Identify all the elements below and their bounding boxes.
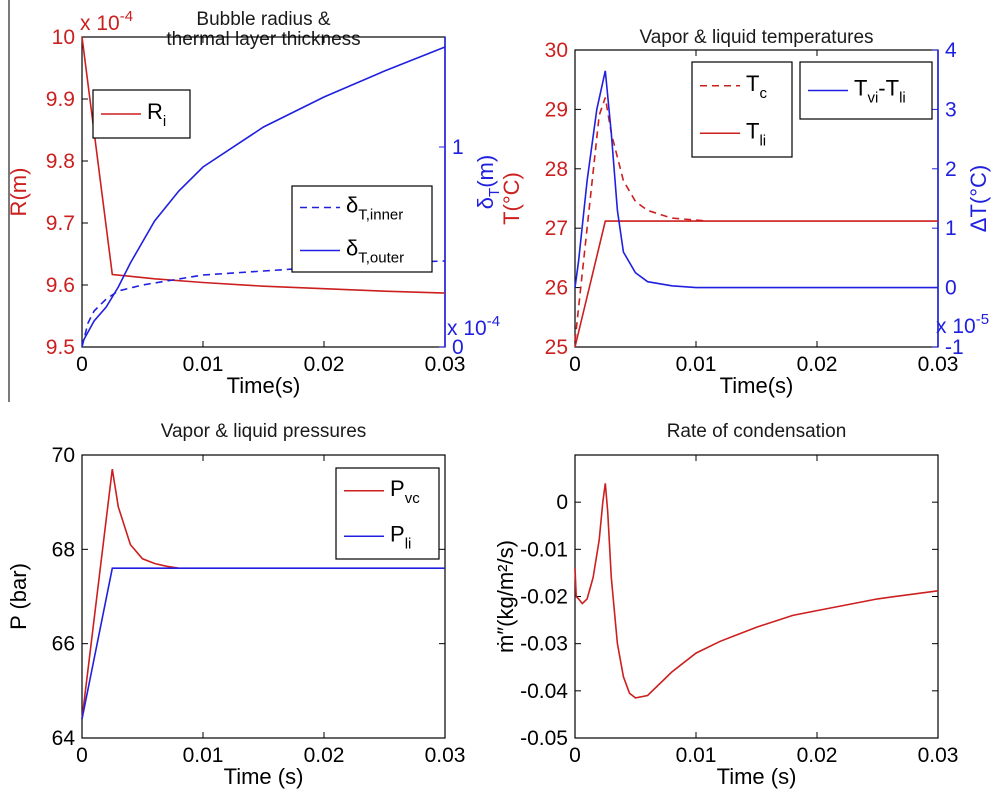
y-tick-label: 26 [545, 277, 568, 300]
legend-label: Pli [390, 521, 411, 552]
y-tick-label-right: 0 [452, 336, 464, 359]
y-tick-label-right: -1 [945, 336, 964, 359]
y-tick-label: 9.5 [46, 336, 75, 359]
x-tick-label: 0 [76, 744, 88, 767]
chart-title: Vapor & liquid pressures [161, 421, 367, 442]
y-tick-label-right: 1 [452, 136, 464, 159]
x-tick-label: 0.02 [797, 353, 838, 376]
x-tick-label: 0.01 [183, 353, 224, 376]
y-tick-label: 64 [52, 727, 76, 750]
y-tick-label: 70 [52, 444, 75, 467]
chart-title: thermal layer thickness [166, 29, 360, 50]
series-line-r-i [81, 36, 446, 294]
y-axis-label-left: P (bar) [6, 563, 31, 630]
chart-title: Bubble radius & [196, 9, 330, 30]
series-line-t-c [574, 97, 709, 342]
y-axis-label-left: ṁ″(kg/m²/s) [493, 540, 518, 653]
x-tick-label: 0.01 [676, 353, 717, 376]
y-tick-label: 9.7 [46, 212, 75, 235]
series-line-p-li [81, 567, 445, 720]
y-tick-label: 30 [545, 39, 568, 62]
y-tick-label: -0.04 [520, 680, 568, 703]
series-line--t-inner [81, 260, 446, 348]
x-axis-label: Time(s) [720, 373, 794, 398]
legend-box [291, 185, 433, 273]
x-axis-label: Time(s) [227, 373, 301, 398]
legend-label: Ri [147, 99, 166, 130]
y-tick-label-right: 4 [945, 39, 957, 62]
y-tick-label-right: 1 [945, 217, 957, 240]
legend: Pvc Pli [335, 467, 440, 560]
series-line--t-outer [81, 46, 446, 344]
legend-box [691, 61, 793, 158]
legend-label: δT,inner [346, 193, 403, 224]
legend-label: δT,outer [346, 236, 404, 267]
y-tick-label: 68 [52, 538, 75, 561]
series-line-t-vi-t-li [574, 70, 938, 289]
plot-frame [574, 454, 939, 739]
right-multiplier: x 10-5 [936, 311, 989, 338]
y-tick-label: -0.03 [520, 633, 568, 656]
x-axis-label: Time (s) [224, 764, 304, 789]
legend: Tc Tli [691, 61, 793, 158]
x-tick-label: 0.02 [304, 744, 345, 767]
x-tick-label: 0.03 [918, 744, 959, 767]
left-multiplier: x 10-4 [80, 8, 133, 35]
x-tick-label: 0 [569, 353, 581, 376]
x-tick-label: 0 [76, 353, 88, 376]
x-tick-label: 0.03 [425, 353, 466, 376]
subplot-p3: Vapor & liquid pressures 0 0.01 0.02 0.03 Tim… [6, 421, 465, 789]
x-tick-label: 0.03 [918, 353, 959, 376]
chart-title: Rate of condensation [667, 421, 847, 442]
y-tick-label: -0.05 [520, 727, 568, 750]
y-tick-label-right: 3 [945, 98, 957, 121]
y-axis-label-right: ΔT(°C) [966, 165, 991, 232]
y-axis-label-right: δT(m) [473, 155, 503, 209]
y-tick-label: 10 [52, 26, 75, 49]
x-tick-label: 0.02 [304, 353, 345, 376]
y-tick-label: -0.02 [520, 586, 568, 609]
legend-label: Pvc [390, 476, 420, 507]
subplot-p2: Vapor & liquid temperatures 0 0.01 0.02 0.03… [499, 27, 991, 398]
x-tick-label: 0.01 [183, 744, 224, 767]
x-tick-label: 0 [569, 744, 581, 767]
legend-label: Tvi-Tli [854, 76, 906, 107]
y-tick-label: 28 [545, 158, 568, 181]
x-axis-label: Time (s) [717, 764, 797, 789]
plot-frame [81, 454, 446, 739]
x-tick-label: 0.01 [676, 744, 717, 767]
y-axis-label-left: T(°C) [499, 172, 524, 225]
legend-label: Tli [746, 118, 766, 149]
legend: δT,inner δT,outer [291, 185, 433, 273]
right-multiplier: x 10-4 [447, 313, 500, 340]
legend: Ri [92, 89, 191, 139]
y-tick-label: 25 [545, 336, 568, 359]
chart-title: Vapor & liquid temperatures [639, 27, 873, 48]
y-tick-label: 9.9 [46, 88, 75, 111]
series-line-t-li [574, 220, 938, 348]
series-line-m- [574, 483, 939, 699]
y-tick-label: -0.01 [520, 538, 568, 561]
y-axis-label-left: R(m) [6, 168, 31, 217]
y-tick-label: 66 [52, 633, 75, 656]
y-tick-label: 29 [545, 98, 568, 121]
subplot-p4: Rate of condensation 0 0.01 0.02 0.03 Time (s… [493, 421, 958, 789]
legend-box [335, 467, 440, 560]
y-tick-label: 0 [556, 491, 568, 514]
x-tick-label: 0.03 [425, 744, 466, 767]
x-tick-label: 0.02 [797, 744, 838, 767]
y-tick-label: 9.6 [46, 274, 75, 297]
series-line-p-vc [81, 468, 179, 720]
legend-label: Tc [746, 71, 767, 102]
legend: Tvi-Tli [799, 61, 933, 120]
y-tick-label: 9.8 [46, 150, 75, 173]
y-tick-label-right: 2 [945, 158, 957, 181]
y-tick-label: 27 [545, 217, 568, 240]
y-tick-label-right: 0 [945, 277, 957, 300]
